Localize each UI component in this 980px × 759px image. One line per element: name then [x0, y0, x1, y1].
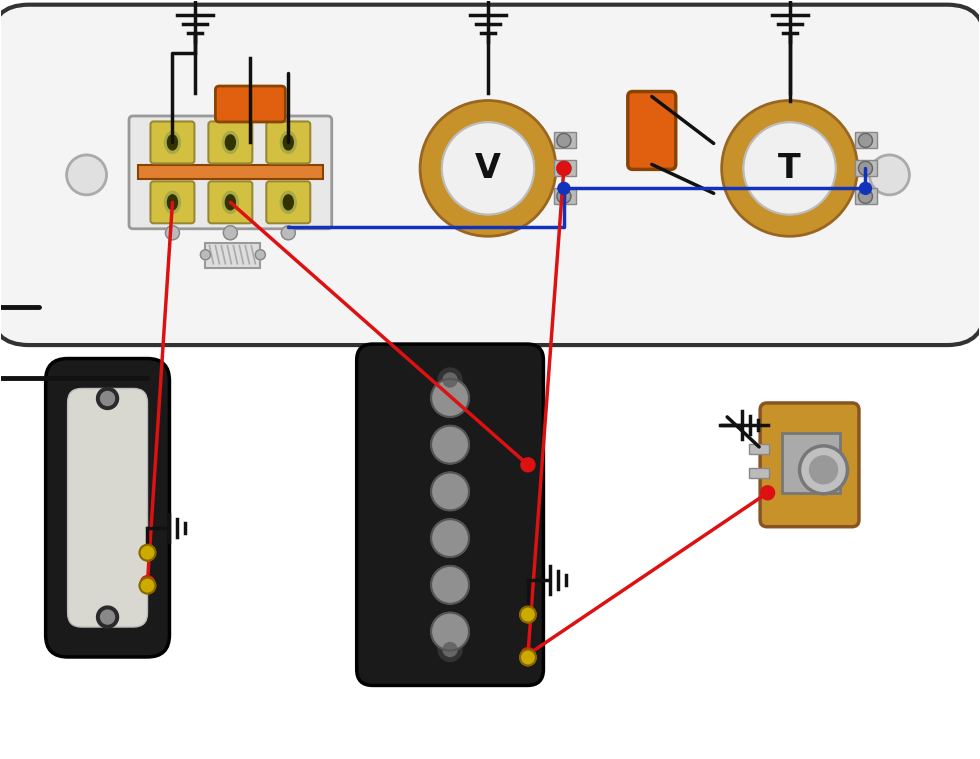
Circle shape — [557, 134, 571, 147]
Circle shape — [431, 426, 469, 464]
Circle shape — [721, 100, 858, 236]
Ellipse shape — [222, 131, 238, 153]
Ellipse shape — [168, 195, 177, 209]
Circle shape — [166, 225, 179, 240]
Ellipse shape — [280, 131, 296, 153]
FancyBboxPatch shape — [216, 86, 285, 122]
Circle shape — [67, 155, 107, 195]
Circle shape — [858, 189, 872, 203]
FancyBboxPatch shape — [760, 403, 859, 527]
Circle shape — [521, 647, 535, 662]
FancyBboxPatch shape — [129, 116, 331, 228]
Circle shape — [858, 134, 872, 147]
Circle shape — [557, 162, 571, 175]
Text: T: T — [778, 152, 801, 185]
Circle shape — [97, 606, 119, 628]
Circle shape — [139, 578, 156, 594]
FancyBboxPatch shape — [267, 181, 311, 223]
Ellipse shape — [225, 195, 235, 209]
Text: V: V — [475, 152, 501, 185]
Circle shape — [869, 155, 909, 195]
Circle shape — [760, 486, 774, 499]
Circle shape — [420, 100, 556, 236]
Circle shape — [521, 458, 535, 472]
Circle shape — [443, 373, 457, 387]
FancyBboxPatch shape — [209, 121, 252, 163]
Ellipse shape — [225, 135, 235, 150]
Ellipse shape — [222, 191, 238, 213]
FancyBboxPatch shape — [151, 121, 194, 163]
Circle shape — [201, 250, 211, 260]
Circle shape — [140, 575, 155, 590]
Ellipse shape — [283, 195, 293, 209]
FancyBboxPatch shape — [68, 389, 147, 627]
Bar — [782, 433, 840, 493]
Bar — [856, 160, 877, 176]
Bar — [138, 165, 322, 179]
Circle shape — [223, 225, 237, 240]
FancyBboxPatch shape — [357, 344, 544, 685]
Circle shape — [101, 610, 115, 624]
Ellipse shape — [283, 135, 293, 150]
Circle shape — [256, 250, 266, 260]
Bar — [206, 243, 261, 268]
Bar — [749, 444, 769, 454]
Ellipse shape — [165, 131, 180, 153]
Circle shape — [557, 189, 571, 203]
Bar — [856, 133, 877, 149]
Bar — [856, 188, 877, 204]
Circle shape — [431, 613, 469, 650]
FancyBboxPatch shape — [628, 92, 676, 169]
Circle shape — [431, 379, 469, 417]
Circle shape — [800, 446, 848, 494]
Circle shape — [438, 368, 462, 392]
Circle shape — [744, 122, 836, 215]
Bar — [554, 133, 576, 149]
Circle shape — [431, 566, 469, 604]
Circle shape — [520, 650, 536, 666]
Circle shape — [431, 519, 469, 557]
FancyBboxPatch shape — [267, 121, 311, 163]
Circle shape — [438, 638, 462, 662]
FancyBboxPatch shape — [151, 181, 194, 223]
Bar — [554, 160, 576, 176]
Bar — [749, 468, 769, 478]
Bar — [554, 188, 576, 204]
Circle shape — [97, 388, 119, 409]
Circle shape — [859, 182, 871, 194]
Ellipse shape — [168, 135, 177, 150]
Circle shape — [139, 545, 156, 561]
Circle shape — [101, 392, 115, 405]
Circle shape — [520, 606, 536, 622]
Ellipse shape — [280, 191, 296, 213]
FancyBboxPatch shape — [46, 358, 170, 657]
Circle shape — [557, 162, 571, 175]
Ellipse shape — [165, 191, 180, 213]
Circle shape — [442, 122, 534, 215]
Circle shape — [558, 182, 570, 194]
FancyBboxPatch shape — [0, 5, 980, 345]
FancyBboxPatch shape — [209, 181, 252, 223]
Circle shape — [858, 162, 872, 175]
Circle shape — [431, 472, 469, 510]
Circle shape — [443, 643, 457, 657]
Circle shape — [809, 456, 838, 483]
Circle shape — [281, 225, 295, 240]
